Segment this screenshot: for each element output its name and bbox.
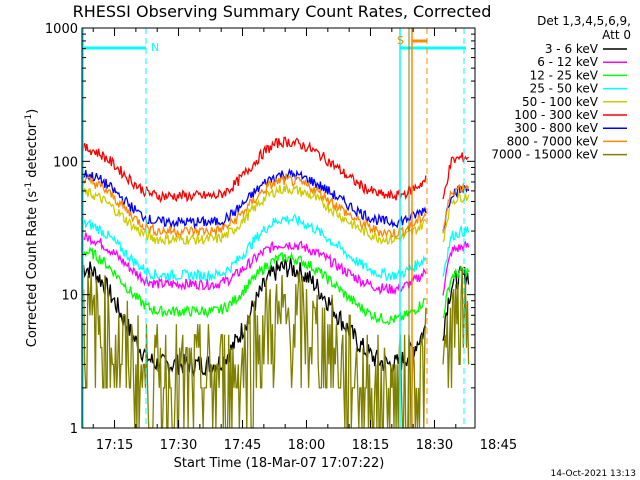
legend-label: 7000 - 15000 keV xyxy=(491,148,598,162)
y-axis-label-end: ) xyxy=(25,109,40,114)
y-axis-label: Corrected Count Rate (s-1 detector-1) xyxy=(24,109,40,347)
saa-label: S xyxy=(397,34,404,47)
series-line-2-a xyxy=(81,232,427,296)
series-line-8-a xyxy=(81,173,427,239)
x-tick-label: 18:15 xyxy=(352,438,389,453)
series-line-9-b xyxy=(442,267,470,388)
series-line-4-a xyxy=(81,213,427,282)
y-tick-label: 1 xyxy=(70,422,78,437)
y-tick-label: 1000 xyxy=(45,22,78,37)
series-line-7-a xyxy=(81,167,427,230)
y-axis-label-sup2: -1 xyxy=(24,114,34,123)
y-axis-label-main: Corrected Count Rate (s xyxy=(25,191,40,348)
x-tick-label: 18:30 xyxy=(416,438,453,453)
x-tick-label: 17:45 xyxy=(224,438,261,453)
legend-header-2: Att 0 xyxy=(602,28,631,42)
curves-layer xyxy=(81,136,470,429)
legend-label: 25 - 50 keV xyxy=(530,82,599,96)
axis-frame xyxy=(81,27,476,429)
overlay-layer: NS xyxy=(82,28,466,428)
series-line-6-a xyxy=(81,136,427,204)
legend-label: 6 - 12 keV xyxy=(537,55,599,69)
legend-label: 800 - 7000 keV xyxy=(507,134,599,148)
legend-label: 3 - 6 keV xyxy=(545,42,599,56)
corner-timestamp: 14-Oct-2021 13:13 xyxy=(551,469,636,479)
legend-label: 12 - 25 keV xyxy=(530,68,599,82)
x-axis-label: Start Time (18-Mar-07 17:07:22) xyxy=(174,456,385,471)
series-line-5-a xyxy=(82,182,427,246)
x-tick-label: 17:30 xyxy=(160,438,197,453)
series-line-4-b xyxy=(442,224,470,277)
x-tick-label: 17:15 xyxy=(96,438,133,453)
series-line-8-b xyxy=(442,183,470,234)
legend-label: 100 - 300 keV xyxy=(514,108,598,122)
y-tick-label: 10 xyxy=(61,289,78,304)
y-tick-label: 100 xyxy=(53,155,78,170)
axes-layer: 1 10 100 1000 17:15 17:30 17:45 18:00 18:15 18:30… xyxy=(45,22,517,453)
x-tick-label: 18:45 xyxy=(480,438,517,453)
legend-header-1: Det 1,3,4,5,6,9, xyxy=(537,14,631,28)
chart-title: RHESSI Observing Summary Count Rates, Co… xyxy=(73,2,492,21)
night-label: N xyxy=(151,41,159,54)
x-tick-label: 18:00 xyxy=(288,438,325,453)
series-line-3-a xyxy=(81,246,427,326)
legend-label: 300 - 800 keV xyxy=(514,121,598,135)
legend-label: 50 - 100 keV xyxy=(522,95,599,109)
y-axis-label-mid: detector xyxy=(25,122,40,182)
y-axis-label-sup1: -1 xyxy=(24,182,34,191)
series-line-9-a xyxy=(81,271,427,429)
